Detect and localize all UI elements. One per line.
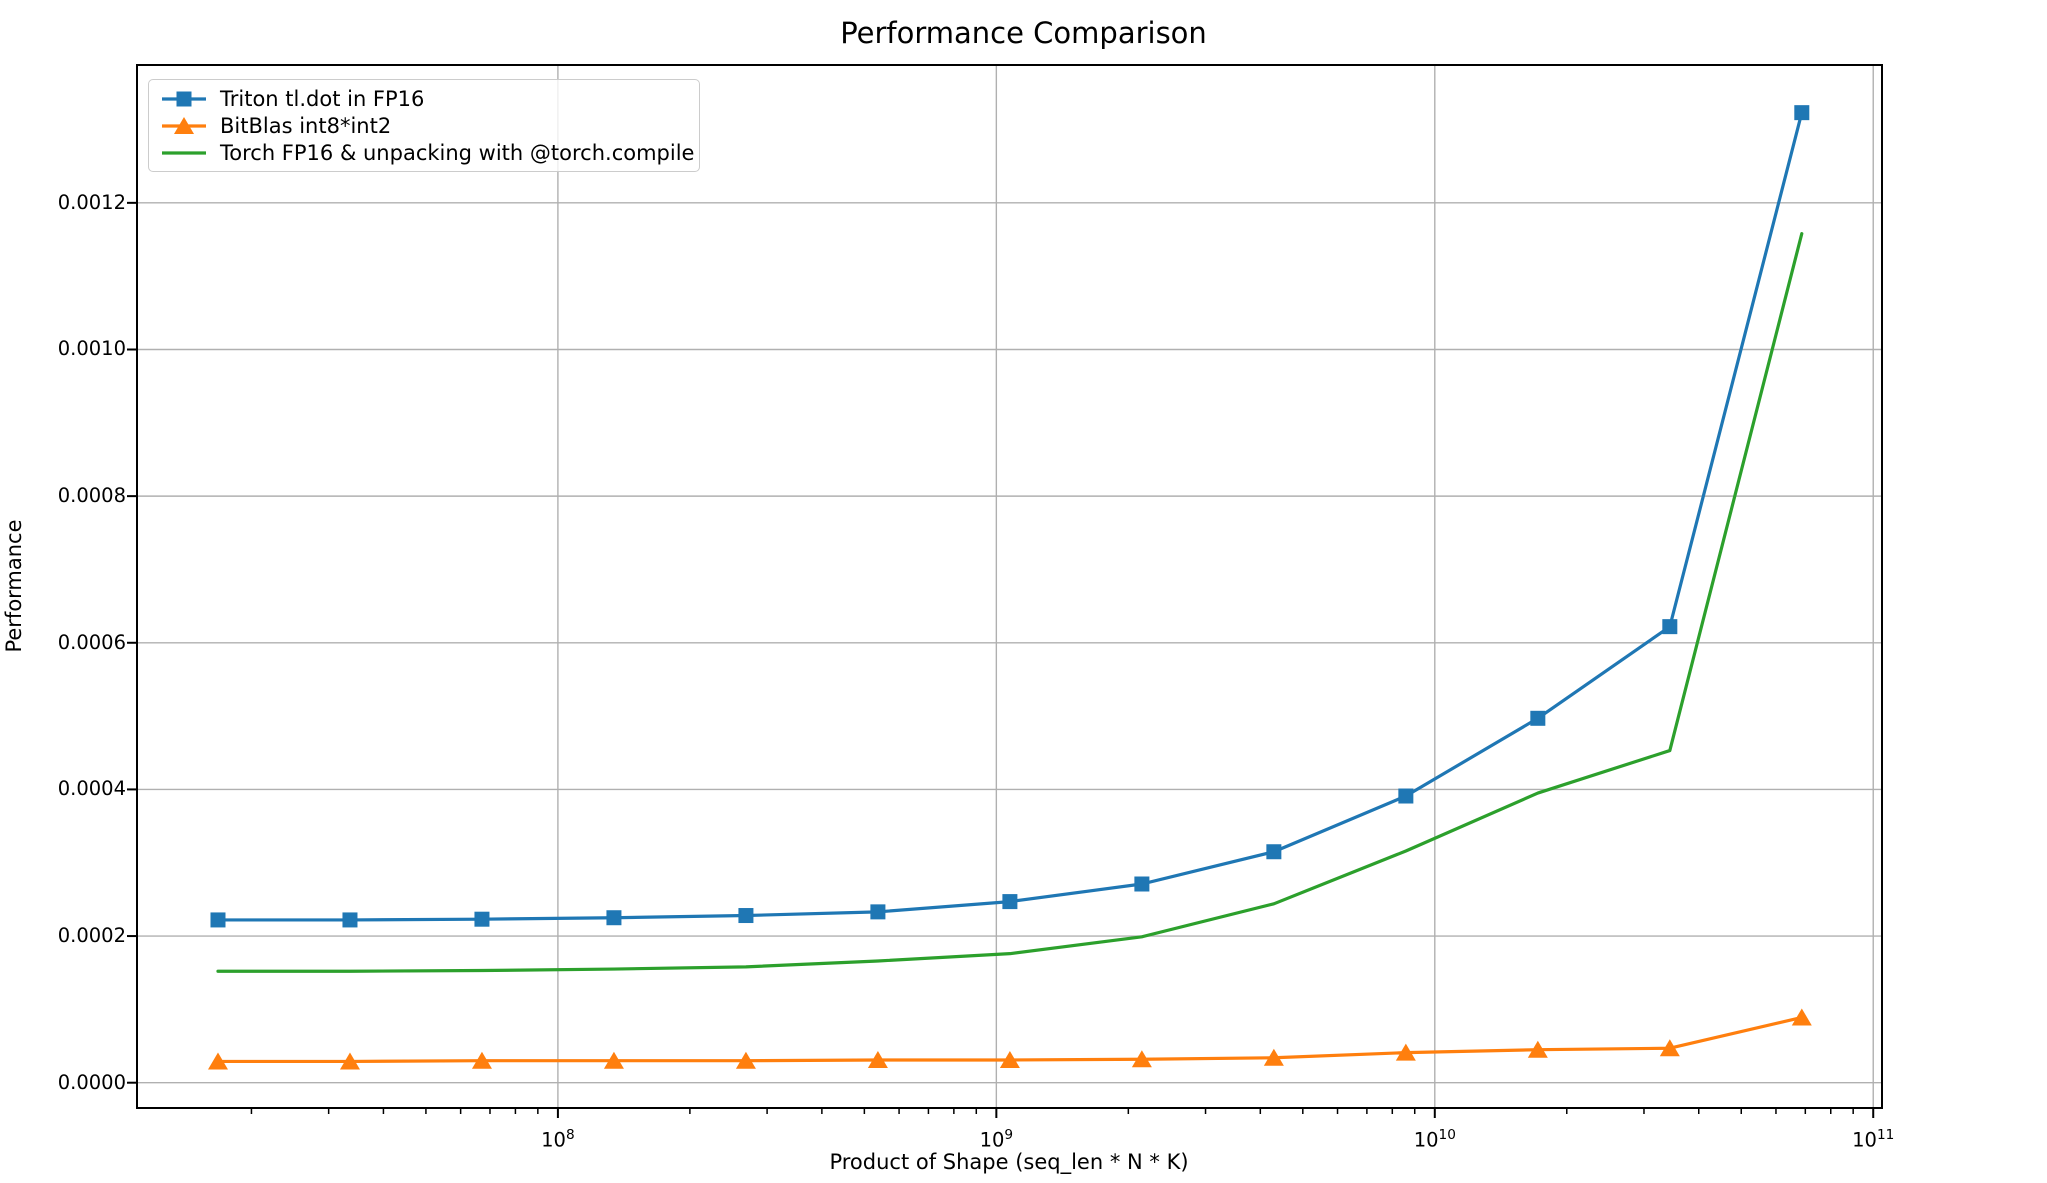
legend-line-triangle-icon <box>162 116 206 134</box>
triangle-marker <box>339 1052 360 1070</box>
y-tick-label: 0.0004 <box>57 777 126 801</box>
triangle-marker <box>1659 1039 1680 1057</box>
chart-title: Performance Comparison <box>840 16 1207 50</box>
triangle-marker <box>1527 1040 1548 1058</box>
square-marker <box>1134 876 1150 892</box>
triangle-marker <box>999 1050 1020 1068</box>
legend-item: BitBlas int8*int2 <box>161 112 687 139</box>
series-line <box>216 232 1804 973</box>
triangle-marker <box>1131 1050 1152 1068</box>
y-tick-label: 0.0000 <box>57 1070 126 1094</box>
square-marker <box>606 910 622 926</box>
x-tick-label: 108 <box>541 1127 575 1152</box>
plot-border <box>136 64 1883 1109</box>
square-marker <box>342 912 358 928</box>
legend-label: BitBlas int8*int2 <box>220 113 392 138</box>
triangle-marker <box>207 1052 228 1070</box>
triangle-marker <box>1263 1048 1284 1066</box>
triangle-marker <box>735 1051 756 1069</box>
legend-label: Torch FP16 & unpacking with @torch.compi… <box>220 140 695 165</box>
legend: Triton tl.dot in FP16 BitBlas int8*int2 … <box>148 79 700 172</box>
triangle-marker <box>603 1051 624 1069</box>
legend-line-square-icon <box>162 91 206 106</box>
triangle-marker <box>1395 1043 1416 1061</box>
square-marker <box>1794 105 1810 121</box>
series-2 <box>216 232 1804 973</box>
x-tick-label: 109 <box>979 1127 1014 1152</box>
triangle-marker <box>1791 1008 1812 1026</box>
legend-triangle-marker <box>174 116 194 134</box>
square-marker <box>210 912 226 928</box>
triangle-marker <box>471 1051 492 1069</box>
square-marker <box>1662 619 1678 635</box>
legend-label: Triton tl.dot in FP16 <box>220 86 425 111</box>
y-tick-label: 0.0006 <box>57 630 126 654</box>
y-tick-label: 0.0012 <box>57 190 126 214</box>
y-tick-label: 0.0002 <box>57 924 126 948</box>
square-marker <box>1266 844 1282 860</box>
legend-square-marker <box>176 91 192 106</box>
legend-item: Torch FP16 & unpacking with @torch.compi… <box>161 139 694 166</box>
series-1 <box>207 1008 1812 1070</box>
square-marker <box>1398 788 1414 804</box>
y-tick-label: 0.0008 <box>57 484 126 508</box>
legend-item: Triton tl.dot in FP16 <box>161 85 687 112</box>
x-axis-label: Product of Shape (seq_len * N * K) <box>829 1150 1189 1174</box>
y-tick-label: 0.0010 <box>57 337 126 361</box>
x-tick-label: 1011 <box>1852 1127 1895 1152</box>
square-marker <box>474 911 490 927</box>
legend-line-icon <box>162 150 206 155</box>
x-tick-label: 1010 <box>1413 1127 1456 1152</box>
square-marker <box>870 904 886 920</box>
square-marker <box>738 908 754 924</box>
series-line <box>216 111 1804 922</box>
triangle-marker <box>867 1050 888 1068</box>
square-marker <box>1530 710 1546 726</box>
series-0 <box>210 105 1810 928</box>
square-marker <box>1002 894 1018 910</box>
